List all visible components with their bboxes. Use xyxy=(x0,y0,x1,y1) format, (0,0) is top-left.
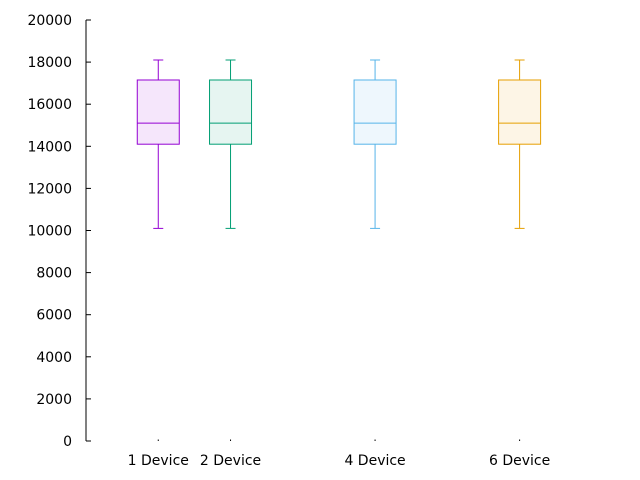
axes: 0 2000 4000 6000 8000 10000 12000 14000 16000 180… xyxy=(27,13,550,469)
box-1-device xyxy=(136,59,180,229)
y-tick-label: 20000 xyxy=(27,13,72,29)
iqr-box xyxy=(353,79,397,145)
iqr-box xyxy=(209,79,253,145)
y-tick-label: 2000 xyxy=(36,392,72,408)
y-tick-label: 0 xyxy=(63,434,72,450)
x-tick-label: 2 Device xyxy=(200,453,261,469)
x-tick-label: 6 Device xyxy=(489,453,550,469)
iqr-box xyxy=(498,79,542,145)
iqr-box xyxy=(136,79,180,145)
y-tick-label: 12000 xyxy=(27,181,72,197)
y-tick-label: 8000 xyxy=(36,266,72,282)
y-tick-label: 6000 xyxy=(36,308,72,324)
y-tick-label: 14000 xyxy=(27,139,72,155)
x-tick-label: 1 Device xyxy=(128,453,189,469)
y-tick-label: 10000 xyxy=(27,224,72,240)
box-4-device xyxy=(353,59,397,229)
y-tick-label: 16000 xyxy=(27,97,72,113)
box-series xyxy=(136,59,542,229)
y-tick-label: 4000 xyxy=(36,350,72,366)
box-6-device xyxy=(498,59,542,229)
y-tick-label: 18000 xyxy=(27,55,72,71)
box-2-device xyxy=(209,59,253,229)
x-tick-label: 4 Device xyxy=(344,453,405,469)
